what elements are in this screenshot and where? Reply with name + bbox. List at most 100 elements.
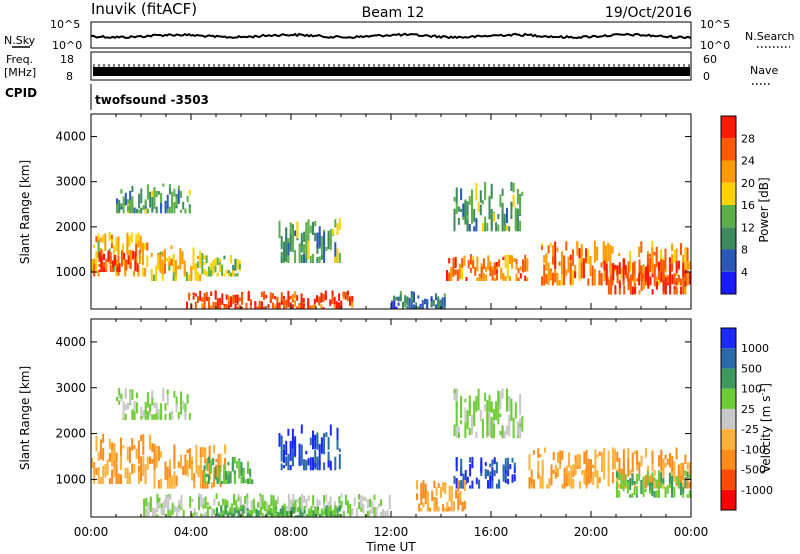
range-cell <box>552 451 555 461</box>
range-cell <box>642 279 645 290</box>
range-cell <box>309 457 312 471</box>
range-cell <box>433 480 436 488</box>
range-cell <box>321 512 324 517</box>
range-cell <box>443 297 446 306</box>
range-cell <box>99 439 102 460</box>
range-cell <box>349 298 352 305</box>
range-cell <box>297 514 300 517</box>
range-cell <box>208 445 211 463</box>
range-cell <box>164 200 167 214</box>
range-cell <box>280 292 283 303</box>
range-cell <box>673 487 676 498</box>
range-cell <box>314 450 317 470</box>
range-cell <box>508 226 511 232</box>
range-cell <box>402 301 404 309</box>
range-cell <box>325 505 328 514</box>
range-cell <box>289 465 292 471</box>
range-cell <box>541 276 543 286</box>
range-cell <box>193 481 196 489</box>
range-cell <box>474 267 477 276</box>
range-cell <box>609 262 612 276</box>
range-cell <box>234 258 237 271</box>
range-cell <box>213 467 216 480</box>
range-cell <box>167 494 170 498</box>
range-cell <box>168 459 171 470</box>
range-cell <box>572 478 575 489</box>
range-cell <box>235 504 238 511</box>
range-cell <box>607 450 610 472</box>
range-cell <box>662 280 665 292</box>
range-cell <box>513 257 516 262</box>
range-cell <box>568 452 570 468</box>
range-cell <box>274 509 277 517</box>
range-cell <box>316 498 319 510</box>
range-cell <box>627 481 629 494</box>
range-cell <box>452 263 455 277</box>
range-cell <box>149 496 152 507</box>
range-cell <box>173 188 176 197</box>
range-cell <box>424 489 427 496</box>
range-cell <box>152 274 155 281</box>
range-cell <box>484 404 487 412</box>
range-cell <box>186 460 189 477</box>
range-cell <box>155 191 158 198</box>
range-cell <box>247 290 250 301</box>
range-cell <box>543 447 546 453</box>
range-cell <box>547 262 550 286</box>
range-cell <box>605 263 608 278</box>
colorbar-tick-label: 4 <box>741 266 748 279</box>
range-cell <box>688 482 691 489</box>
range-cell <box>651 247 654 265</box>
range-cell <box>684 477 687 488</box>
range-cell <box>616 265 619 277</box>
range-cell <box>475 183 478 201</box>
range-cell <box>644 448 647 458</box>
range-cell <box>278 302 281 309</box>
range-cell <box>314 509 317 516</box>
range-cell <box>614 448 617 469</box>
range-cell <box>638 259 641 273</box>
colorbar-swatch <box>721 489 736 510</box>
range-cell <box>537 472 540 479</box>
range-cell <box>221 293 224 305</box>
range-cell <box>305 222 308 242</box>
range-cell <box>634 287 637 294</box>
range-cell <box>649 253 652 257</box>
range-cell <box>649 276 652 284</box>
range-cell <box>666 458 669 465</box>
range-cell <box>202 470 204 489</box>
range-cell <box>283 444 285 463</box>
range-cell <box>217 501 220 506</box>
range-cell <box>620 474 623 490</box>
range-cell <box>336 508 339 514</box>
range-cell <box>548 478 551 489</box>
range-cell <box>460 458 463 474</box>
range-cell <box>216 508 218 516</box>
range-cell <box>95 468 98 475</box>
range-cell <box>104 233 107 251</box>
range-cell <box>457 479 460 493</box>
range-cell <box>627 447 630 464</box>
range-cell <box>153 414 156 420</box>
range-cell <box>259 507 262 516</box>
range-cell <box>519 423 522 427</box>
range-cell <box>461 268 464 280</box>
colorbar-tick-label: -1000 <box>741 484 773 497</box>
range-cell <box>521 191 524 196</box>
range-cell <box>160 403 163 420</box>
range-cell <box>108 438 111 449</box>
range-cell <box>287 505 290 516</box>
range-cell <box>578 248 581 259</box>
range-cell <box>188 292 191 301</box>
range-cell <box>450 498 453 512</box>
range-cell <box>186 449 189 454</box>
range-cell <box>499 200 502 208</box>
range-cell <box>153 196 156 209</box>
range-cell <box>93 471 96 484</box>
range-cell <box>620 468 623 477</box>
range-cell <box>163 248 166 265</box>
range-cell <box>161 259 164 275</box>
range-cell <box>656 276 658 281</box>
range-cell <box>204 511 207 517</box>
range-cell <box>193 473 196 488</box>
